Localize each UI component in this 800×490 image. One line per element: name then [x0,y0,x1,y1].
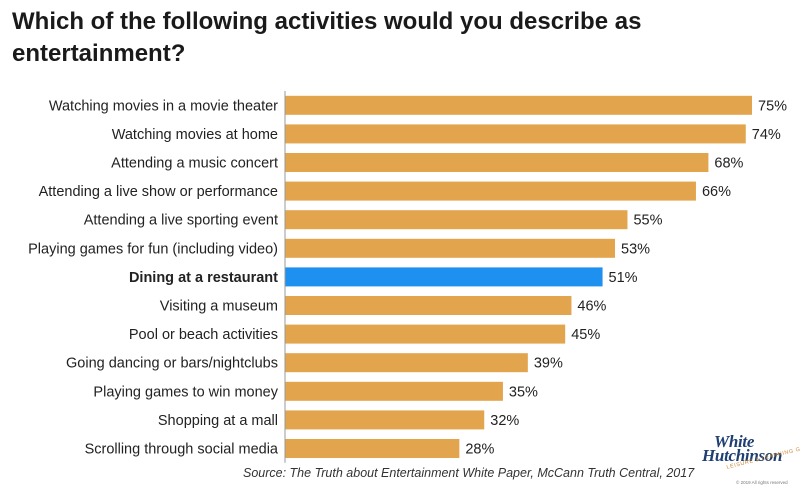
bar [285,296,572,315]
bar [285,124,746,144]
logo-line2: Hutchinson [702,446,783,465]
source-note: Source: The Truth about Entertainment Wh… [243,466,695,480]
category-label: Attending a music concert [111,156,278,172]
category-label: Attending a live show or performance [39,184,278,200]
category-label: Visiting a museum [160,299,278,315]
value-label: 39% [534,356,563,372]
bar [285,267,603,287]
white-hutchinson-logo: White Hutchinson LEISURE & LEARNING GROU… [696,432,800,487]
category-label: Going dancing or bars/nightclubs [66,356,278,372]
bar [285,439,460,458]
bar [285,210,628,230]
bar [285,153,709,172]
category-label: Watching movies at home [112,127,278,143]
value-label: 68% [714,156,743,172]
value-label: 66% [702,184,731,200]
category-label: Shopping at a mall [158,413,278,429]
value-label: 45% [571,327,600,343]
category-label: Watching movies in a movie theater [49,98,278,114]
value-label: 55% [633,213,662,229]
category-label: Scrolling through social media [85,442,279,458]
bar [285,353,528,373]
value-label: 74% [752,127,781,143]
category-label: Pool or beach activities [129,327,278,343]
category-label: Attending a live sporting event [84,213,278,229]
bar [285,381,503,401]
value-label: 32% [490,413,519,429]
value-label: 46% [577,299,606,315]
value-label: 51% [609,270,638,286]
logo-line1: White [714,432,755,451]
category-label: Dining at a restaurant [129,270,278,286]
value-label: 53% [621,241,650,257]
value-label: 75% [758,98,787,114]
logo-copyright: © 2019 All rights reserved [736,480,788,485]
value-label: 28% [465,442,494,458]
value-label: 35% [509,384,538,400]
bar [285,410,485,430]
bar [285,238,616,258]
chart-title: Which of the following activities would … [12,8,642,67]
bar [285,181,696,201]
category-label: Playing games for fun (including video) [28,241,278,257]
bar [285,324,566,344]
bar [285,95,752,115]
category-label: Playing games to win money [93,384,278,400]
